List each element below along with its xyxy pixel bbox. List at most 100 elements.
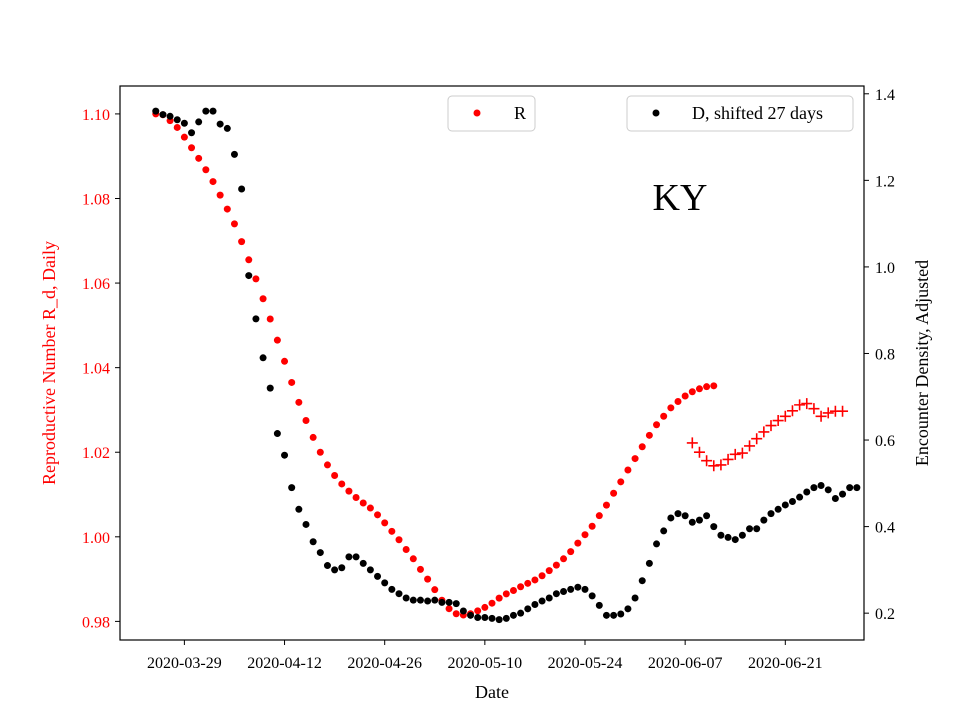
data-point (166, 112, 174, 120)
y-right-tick-label: 0.6 (875, 433, 895, 450)
data-point (309, 433, 317, 441)
data-point (538, 572, 546, 580)
data-point (209, 178, 217, 186)
y-left-tick-label: 1.08 (82, 191, 110, 208)
data-point (173, 123, 181, 131)
data-point (703, 512, 711, 520)
data-point (552, 590, 560, 598)
data-point (560, 555, 568, 563)
data-point (180, 133, 188, 141)
data-point (366, 566, 374, 574)
y-right-tick-label: 0.2 (875, 606, 895, 623)
data-point (667, 404, 675, 412)
data-point (509, 587, 517, 595)
data-point (188, 144, 196, 152)
data-point (567, 585, 575, 593)
data-point (266, 384, 274, 392)
data-point (188, 129, 196, 137)
data-point (488, 599, 496, 607)
data-point (674, 510, 682, 518)
data-point (710, 382, 718, 390)
data-point (338, 564, 346, 572)
data-point (774, 505, 782, 513)
data-point (295, 505, 303, 513)
data-point (638, 443, 646, 451)
data-point (359, 559, 367, 567)
data-point (216, 191, 224, 199)
data-point (610, 489, 618, 497)
data-point (588, 592, 596, 600)
data-point (531, 601, 539, 609)
chart-annotation: KY (653, 177, 708, 219)
x-tick-label: 2020-03-29 (147, 655, 222, 672)
data-point (788, 498, 796, 505)
data-point (517, 583, 525, 591)
data-point (252, 275, 260, 283)
legend-r-label: R (514, 103, 526, 123)
y-right-tick-label: 0.8 (875, 346, 895, 363)
data-point (796, 493, 804, 501)
data-point (674, 397, 682, 405)
data-point (753, 525, 761, 533)
data-point (602, 501, 610, 509)
data-point (345, 553, 353, 561)
data-point (751, 433, 763, 445)
data-point (722, 453, 734, 465)
data-point (588, 522, 596, 530)
data-point (352, 493, 360, 501)
data-point (645, 431, 653, 439)
data-point (574, 583, 582, 591)
data-point (779, 410, 791, 422)
data-point (744, 440, 756, 452)
data-point (238, 238, 246, 246)
data-point (667, 514, 675, 522)
data-point (302, 520, 310, 528)
data-point (445, 605, 453, 613)
data-point (545, 567, 553, 575)
data-point (323, 562, 331, 570)
data-point (772, 415, 784, 427)
data-point (538, 597, 546, 605)
data-point (374, 572, 382, 580)
x-axis-label: Date (475, 682, 509, 702)
y-left-tick-label: 1.04 (82, 361, 110, 378)
data-point (781, 501, 789, 509)
data-point (474, 613, 482, 621)
data-point (524, 579, 532, 587)
data-point (209, 107, 217, 115)
data-point (381, 519, 389, 527)
series-layer (152, 107, 861, 624)
x-tick-label: 2020-06-21 (748, 655, 823, 672)
data-point (316, 549, 324, 557)
data-point (409, 596, 417, 604)
y-right-tick-label: 0.4 (875, 520, 895, 537)
data-point (786, 405, 798, 417)
data-point (195, 154, 203, 162)
legend-d-box (626, 95, 854, 132)
data-point (724, 533, 732, 541)
data-point (738, 531, 746, 539)
data-point (681, 512, 689, 520)
y-left-tick-label: 1.02 (82, 445, 110, 462)
data-point (703, 383, 711, 391)
data-point (729, 448, 741, 460)
data-point (595, 601, 603, 609)
data-point (495, 594, 503, 602)
legend-r: R (447, 95, 536, 132)
data-point (660, 527, 668, 535)
data-point (223, 205, 231, 213)
data-point (381, 579, 389, 587)
data-point (610, 611, 618, 619)
data-point (452, 610, 460, 618)
data-point (688, 388, 696, 396)
data-point (815, 410, 827, 422)
y-right-tick-label: 1.2 (875, 173, 895, 190)
data-point (822, 407, 834, 419)
legend-d-marker (652, 109, 660, 117)
data-point (708, 460, 720, 472)
data-point (560, 588, 568, 596)
data-point (302, 417, 310, 425)
data-point (688, 518, 696, 526)
data-point (488, 614, 496, 622)
